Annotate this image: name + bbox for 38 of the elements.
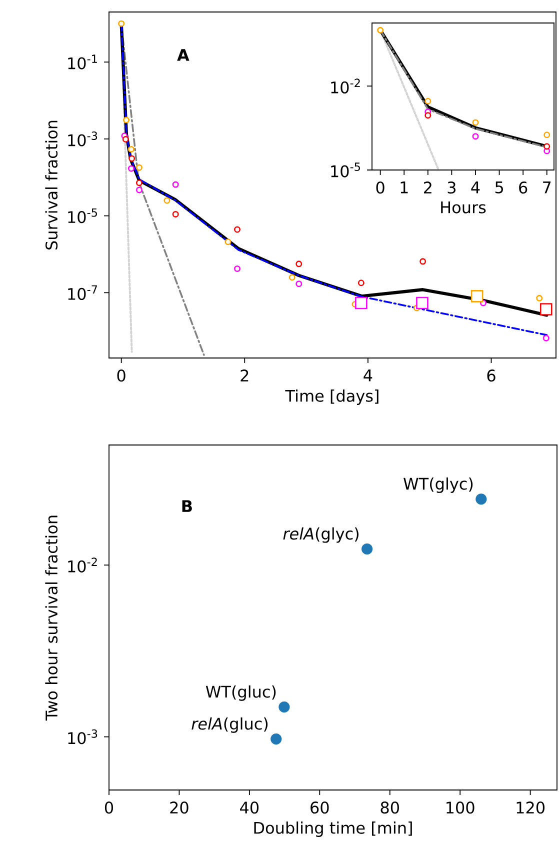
x-tick-label: 1 bbox=[400, 182, 408, 194]
x-axis-title: Doubling time [min] bbox=[254, 822, 412, 837]
y-tick-label: 10$^{-5}$ bbox=[331, 162, 360, 178]
x-tick-label: 0 bbox=[104, 802, 114, 814]
annotation: WT(glyc) bbox=[404, 477, 473, 493]
x-tick-label: 3 bbox=[448, 182, 456, 194]
x-tick-label: 80 bbox=[380, 802, 399, 814]
x-tick-label: 100 bbox=[446, 802, 474, 814]
x-tick-label: 60 bbox=[310, 802, 329, 814]
y-tick-label: 10$^{-2}$ bbox=[331, 78, 360, 94]
x-tick-label: 7 bbox=[543, 182, 551, 194]
x-tick-label: 20 bbox=[170, 802, 188, 814]
y-tick-label: 10$^{-3}$ bbox=[68, 132, 98, 146]
annotation: relA(glyc) bbox=[283, 527, 358, 543]
x-axis-title: Time [days] bbox=[285, 390, 378, 405]
x-tick-label: 120 bbox=[516, 802, 545, 814]
annotation: B bbox=[182, 500, 192, 512]
x-tick-label: 0 bbox=[376, 182, 384, 194]
annotation: relA(gluc) bbox=[192, 717, 268, 733]
y-tick-label: 10$^{-1}$ bbox=[68, 54, 97, 70]
x-tick-label: 6 bbox=[519, 182, 528, 194]
x-axis-title: Hours bbox=[441, 201, 486, 214]
x-tick-label: 6 bbox=[487, 370, 496, 382]
x-tick-label: 5 bbox=[495, 182, 503, 194]
x-tick-label: 2 bbox=[240, 370, 248, 382]
y-tick-label: 10$^{-5}$ bbox=[68, 208, 97, 224]
x-tick-label: 0 bbox=[117, 370, 126, 382]
y-tick-label: 10$^{-3}$ bbox=[68, 729, 98, 744]
y-axis-title: Two hour survival fraction bbox=[45, 516, 58, 721]
x-tick-label: 4 bbox=[471, 182, 480, 194]
annotation: A bbox=[177, 49, 190, 61]
y-tick-label: 10$^{-7}$ bbox=[68, 285, 98, 300]
x-tick-label: 40 bbox=[240, 802, 259, 814]
x-tick-label: 4 bbox=[364, 370, 372, 382]
y-axis-title: Survival fraction bbox=[45, 120, 58, 250]
annotation: WT(gluc) bbox=[206, 685, 276, 701]
x-tick-label: 2 bbox=[424, 182, 432, 194]
y-tick-label: 10$^{-2}$ bbox=[68, 558, 97, 572]
